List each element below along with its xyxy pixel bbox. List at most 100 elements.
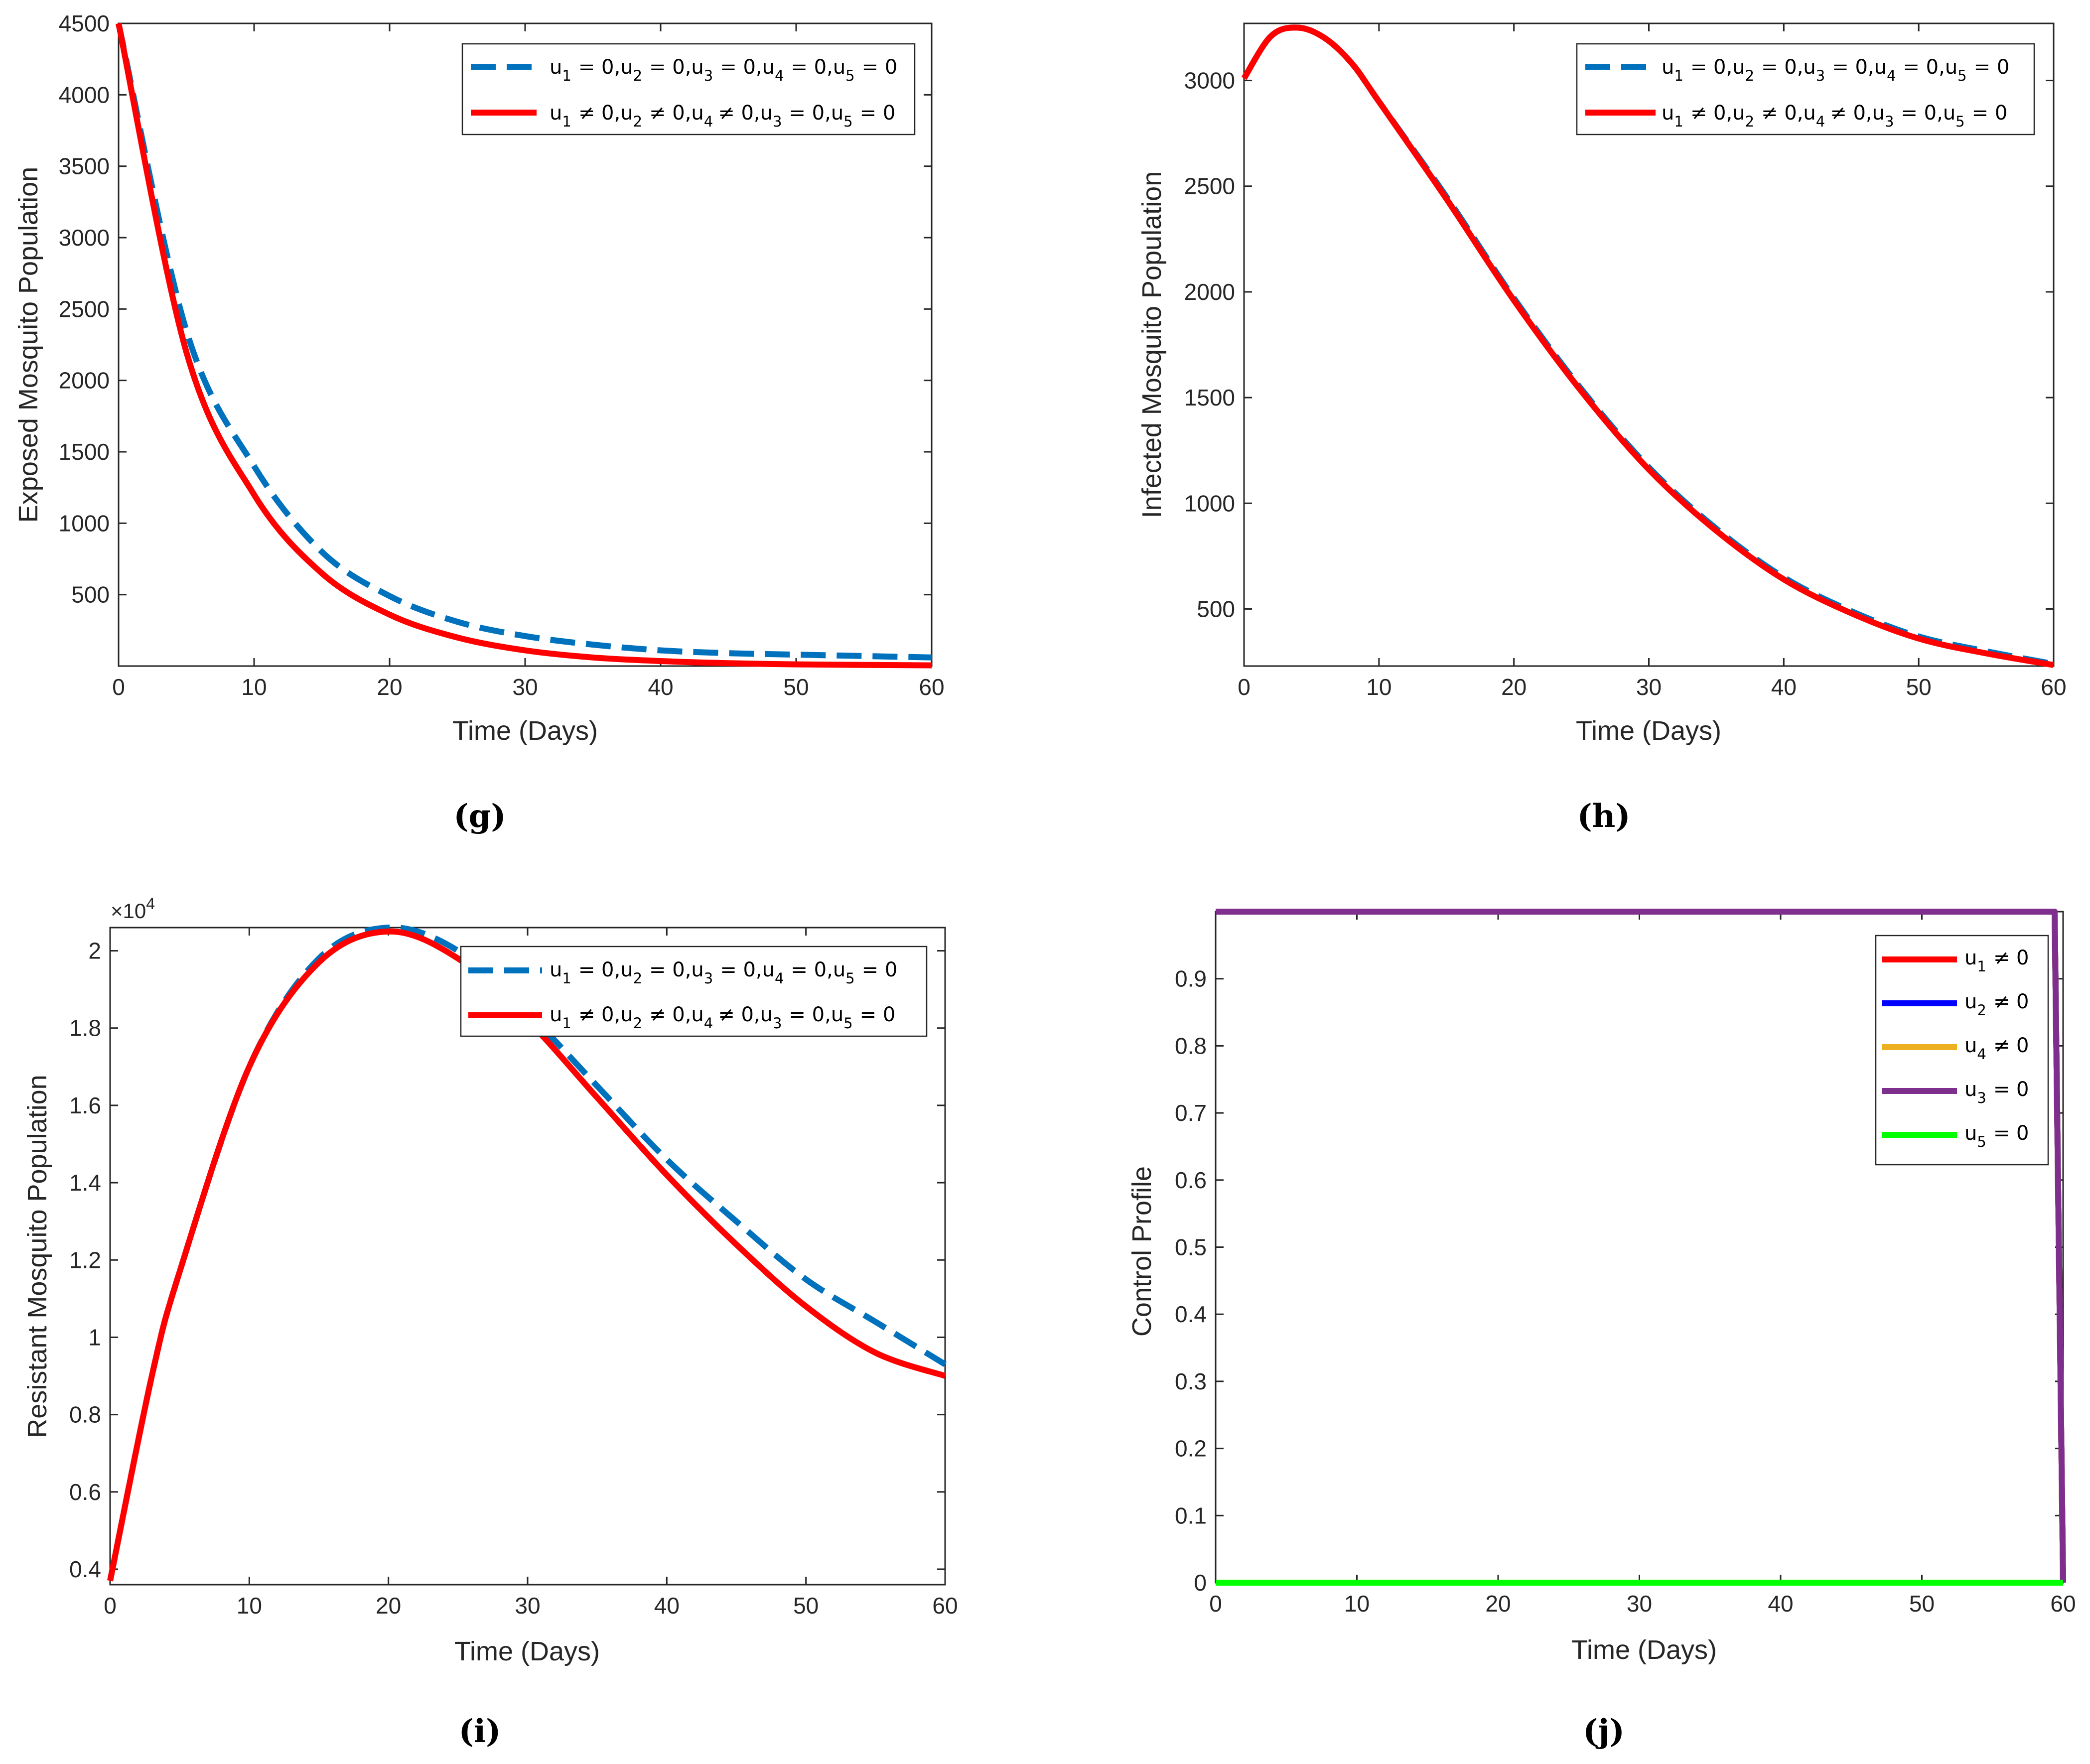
legend-label-u1: u1 ≠ 0 bbox=[1964, 947, 2029, 975]
y-tick-label: 2000 bbox=[59, 368, 110, 394]
y-tick-label: 0.4 bbox=[1175, 1301, 1207, 1327]
x-axis: 0 10 20 30 40 50 60 bbox=[1209, 912, 2076, 1617]
y-tick-label: 1.2 bbox=[69, 1247, 101, 1273]
legend-box bbox=[461, 43, 916, 136]
axis-exponent: ×104 bbox=[111, 895, 155, 923]
panel-caption: (i) bbox=[459, 1713, 501, 1750]
x-tick-label: 30 bbox=[512, 674, 538, 700]
legend-label-u2: u2 ≠ 0 bbox=[1964, 990, 2029, 1019]
x-axis: 0 10 20 30 40 50 60 bbox=[112, 23, 945, 700]
y-tick-label: 1.4 bbox=[69, 1170, 101, 1196]
x-axis: 0 10 20 30 40 50 60 bbox=[1238, 23, 2067, 700]
x-tick-label: 60 bbox=[932, 1593, 958, 1619]
y-tick-label: 0.5 bbox=[1175, 1234, 1207, 1260]
y-tick-label: 0.4 bbox=[69, 1556, 101, 1582]
y-tick-label: 1000 bbox=[59, 510, 110, 536]
legend-label-blue: u1 = 0,u2 = 0,u3 = 0,u4 = 0,u5 = 0 bbox=[1662, 56, 2009, 84]
x-tick-label: 20 bbox=[1485, 1591, 1511, 1617]
chart-panel-h: 0 10 20 30 40 50 60 500 1000 1500 2000 2500 3000 Ti… bbox=[1137, 22, 2067, 835]
x-axis-label: Time (Days) bbox=[452, 716, 598, 746]
legend-label-blue: u1 = 0,u2 = 0,u3 = 0,u4 = 0,u5 = 0 bbox=[550, 56, 897, 84]
x-tick-label: 0 bbox=[1238, 674, 1251, 700]
legend-label-blue: u1 = 0,u2 = 0,u3 = 0,u4 = 0,u5 = 0 bbox=[550, 958, 897, 987]
x-tick-label: 10 bbox=[1344, 1591, 1370, 1617]
x-tick-label: 30 bbox=[515, 1593, 540, 1619]
panel-caption: (h) bbox=[1577, 798, 1630, 835]
y-tick-label: 500 bbox=[1197, 596, 1235, 622]
x-axis-label: Time (Days) bbox=[1571, 1635, 1717, 1665]
x-tick-label: 20 bbox=[376, 1593, 401, 1619]
series-line-1 bbox=[116, 22, 932, 669]
y-tick-label: 0.6 bbox=[69, 1479, 101, 1505]
x-tick-label: 20 bbox=[1501, 674, 1527, 700]
x-tick-label: 40 bbox=[1768, 1591, 1793, 1617]
legend: u1 ≠ 0 u2 ≠ 0 u4 ≠ 0 u3 = 0 u5 = 0 bbox=[1875, 935, 2049, 1166]
y-axis: 0.4 0.6 0.8 1 1.2 1.4 1.6 1.8 2 bbox=[69, 938, 945, 1582]
x-axis-label: Time (Days) bbox=[1576, 716, 1721, 746]
plot-area bbox=[109, 927, 946, 1586]
x-tick-label: 0 bbox=[1209, 1591, 1222, 1617]
y-tick-label: 0 bbox=[1194, 1570, 1207, 1596]
x-tick-label: 0 bbox=[104, 1593, 117, 1619]
y-tick-label: 0.1 bbox=[1175, 1502, 1207, 1528]
legend: u1 = 0,u2 = 0,u3 = 0,u4 = 0,u5 = 0 u1 ≠ 0,u2 ≠ … bbox=[1576, 43, 2035, 136]
y-tick-label: 2000 bbox=[1184, 279, 1235, 305]
x-tick-label: 10 bbox=[1366, 674, 1392, 700]
legend-label-u5: u5 = 0 bbox=[1964, 1122, 2029, 1150]
x-tick-label: 50 bbox=[1906, 674, 1932, 700]
x-tick-label: 10 bbox=[237, 1593, 262, 1619]
y-axis-label: Control Profile bbox=[1127, 1166, 1157, 1337]
y-tick-label: 3000 bbox=[59, 225, 110, 251]
y-axis-label: Resistant Mosquito Population bbox=[22, 1075, 52, 1438]
y-tick-label: 1.8 bbox=[69, 1015, 101, 1041]
series-line-0 bbox=[116, 22, 932, 661]
y-tick-label: 0.9 bbox=[1175, 966, 1207, 992]
legend-label-red: u1 ≠ 0,u2 ≠ 0,u4 ≠ 0,u3 = 0,u5 = 0 bbox=[550, 102, 895, 130]
y-tick-label: 0.8 bbox=[1175, 1033, 1207, 1059]
chart-panel-g: 0 10 20 30 40 50 60 500 1000 1500 2000 2500 3000 350… bbox=[13, 10, 945, 835]
y-tick-label: 1500 bbox=[59, 439, 110, 465]
series-lines bbox=[116, 22, 932, 669]
y-tick-label: 1.6 bbox=[69, 1092, 101, 1118]
x-tick-label: 40 bbox=[648, 674, 673, 700]
y-tick-label: 2500 bbox=[1184, 173, 1235, 199]
chart-panel-j: 0 10 20 30 40 50 60 00.10.20.30.40.50.60.70.80… bbox=[1127, 909, 2076, 1750]
legend-box bbox=[1576, 43, 2035, 136]
x-tick-label: 50 bbox=[793, 1593, 819, 1619]
series-line-3 bbox=[1216, 909, 2066, 1583]
y-axis: 500 1000 1500 2000 2500 3000 bbox=[1184, 68, 2054, 622]
x-tick-label: 40 bbox=[1771, 674, 1797, 700]
legend-label-red: u1 ≠ 0,u2 ≠ 0,u4 ≠ 0,u3 = 0,u5 = 0 bbox=[550, 1003, 895, 1032]
x-tick-label: 40 bbox=[654, 1593, 680, 1619]
x-tick-label: 20 bbox=[377, 674, 402, 700]
y-tick-label: 0.7 bbox=[1175, 1100, 1207, 1126]
x-axis-label: Time (Days) bbox=[454, 1636, 600, 1666]
x-tick-label: 60 bbox=[2041, 674, 2066, 700]
legend: u1 = 0,u2 = 0,u3 = 0,u4 = 0,u5 = 0 u1 ≠ 0,u2 ≠ … bbox=[461, 43, 916, 136]
chart-panel-i: 0 10 20 30 40 50 60 0.4 0.6 0.8 1 1.2 1.4 1.6 1.8 2 ×1… bbox=[22, 895, 958, 1750]
legend: u1 = 0,u2 = 0,u3 = 0,u4 = 0,u5 = 0 u1 ≠ 0,u2 ≠ … bbox=[460, 946, 928, 1037]
series-line-1 bbox=[1241, 24, 2055, 668]
y-tick-label: 0.6 bbox=[1175, 1167, 1207, 1193]
y-tick-label: 0.8 bbox=[69, 1402, 101, 1428]
x-tick-label: 50 bbox=[783, 674, 809, 700]
y-axis: 0 0.1 0.2 0.3 0.4 0.5 0.6 0.7 0.8 0.9 bbox=[1175, 966, 2063, 1596]
y-tick-label: 3500 bbox=[59, 153, 110, 179]
y-tick-label: 1000 bbox=[1184, 490, 1235, 516]
legend-box bbox=[460, 946, 928, 1037]
panel-caption: (g) bbox=[453, 798, 506, 835]
y-axis-label: Infected Mosquito Population bbox=[1137, 171, 1167, 518]
x-tick-label: 60 bbox=[2050, 1591, 2076, 1617]
y-tick-label: 0.2 bbox=[1175, 1436, 1207, 1462]
y-tick-label: 2 bbox=[88, 938, 101, 964]
x-tick-label: 50 bbox=[1909, 1591, 1935, 1617]
legend-label-u3: u3 = 0 bbox=[1964, 1078, 2029, 1106]
series-lines bbox=[107, 924, 947, 1582]
y-tick-label: 1500 bbox=[1184, 385, 1235, 410]
x-tick-label: 10 bbox=[241, 674, 267, 700]
y-tick-label: 500 bbox=[71, 582, 110, 608]
x-tick-label: 0 bbox=[112, 674, 125, 700]
x-tick-label: 30 bbox=[1627, 1591, 1652, 1617]
x-tick-label: 30 bbox=[1636, 674, 1662, 700]
x-tick-label: 60 bbox=[919, 674, 944, 700]
